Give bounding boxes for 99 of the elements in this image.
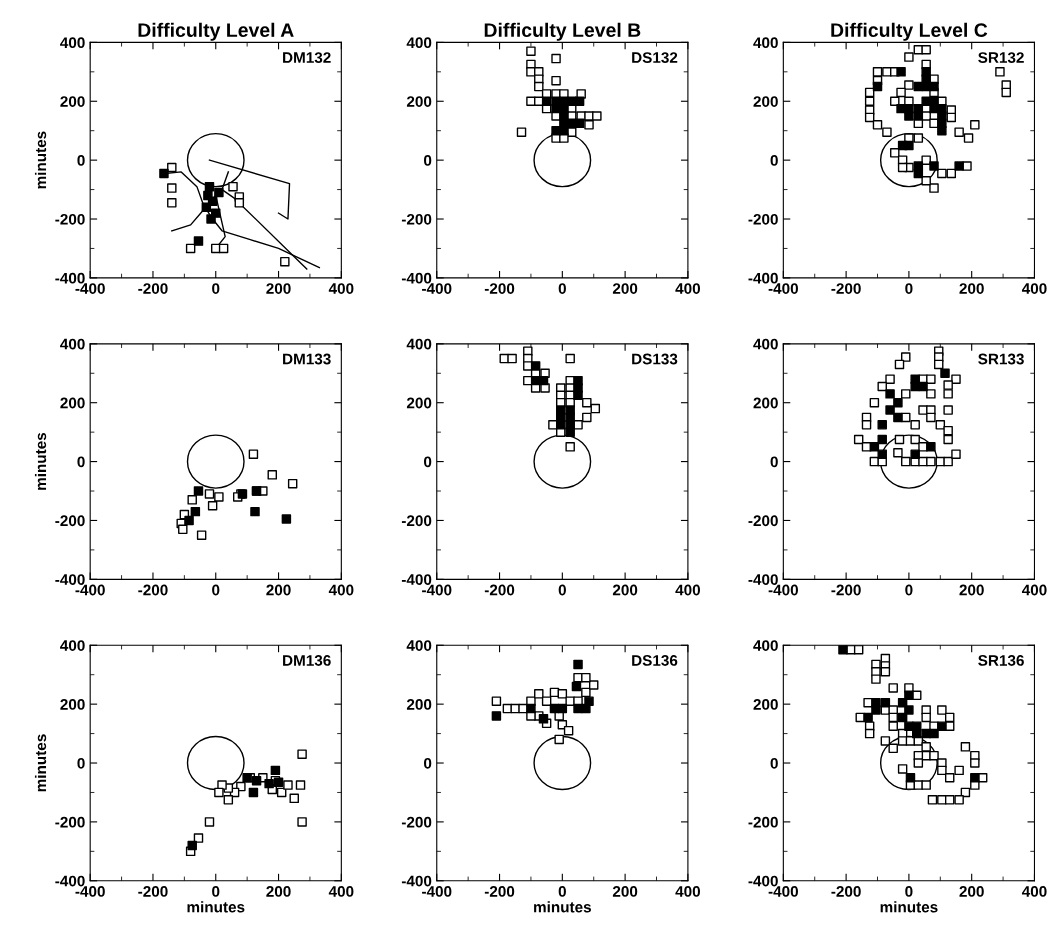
y-tick-label: 200 xyxy=(60,699,85,710)
x-tick-label: 400 xyxy=(675,886,701,897)
y-tick-label: 400 xyxy=(753,640,778,651)
y-tick-label: -400 xyxy=(748,574,778,586)
y-axis-title: minutes xyxy=(34,131,47,189)
x-axis-title: minutes xyxy=(880,901,938,913)
y-tick-label: -400 xyxy=(55,272,85,284)
annotation: DM136 xyxy=(283,655,331,666)
x-tick-label: 0 xyxy=(558,584,566,596)
x-tick-label: 0 xyxy=(905,584,913,596)
y-tick-label: 0 xyxy=(424,757,432,769)
y-axis-title: minutes xyxy=(34,734,47,792)
y-tick-label: -200 xyxy=(748,213,778,225)
y-tick-label: 0 xyxy=(424,456,432,468)
y-tick-label: 0 xyxy=(770,757,778,769)
annotation: DS132 xyxy=(632,52,678,63)
x-tick-label: 0 xyxy=(905,886,913,897)
y-tick-label: 0 xyxy=(77,757,85,769)
annotation: DS133 xyxy=(632,353,678,365)
y-tick-label: 0 xyxy=(77,155,85,166)
y-tick-label: -200 xyxy=(748,816,778,828)
y-tick-label: 400 xyxy=(60,338,85,350)
chart-title: Difficulty Level A xyxy=(138,22,294,41)
x-tick-label: 400 xyxy=(328,283,354,294)
y-tick-label: -400 xyxy=(401,875,432,887)
x-tick-label: 400 xyxy=(675,584,701,596)
y-tick-label: 200 xyxy=(406,397,432,409)
x-tick-label: -200 xyxy=(484,886,515,897)
x-tick-label: -200 xyxy=(138,283,168,294)
annotation: SR132 xyxy=(978,52,1024,63)
x-tick-label: 0 xyxy=(212,584,220,596)
x-tick-label: 0 xyxy=(212,283,220,294)
y-tick-label: -400 xyxy=(401,574,432,586)
y-tick-label: -400 xyxy=(55,574,85,586)
chart-title: Difficulty Level B xyxy=(484,22,641,41)
y-axis-title: minutes xyxy=(34,432,47,490)
x-tick-label: 0 xyxy=(212,886,220,897)
x-tick-label: 400 xyxy=(675,283,701,294)
x-tick-label: 400 xyxy=(328,584,354,596)
y-tick-label: -200 xyxy=(55,515,85,527)
y-tick-label: 0 xyxy=(77,456,85,468)
x-tick-label: 200 xyxy=(266,584,291,596)
x-tick-label: -200 xyxy=(484,283,515,294)
y-tick-label: 200 xyxy=(60,397,85,409)
y-tick-label: -200 xyxy=(401,515,432,527)
y-tick-label: -400 xyxy=(748,875,778,887)
y-tick-label: 0 xyxy=(424,155,432,166)
y-tick-label: 400 xyxy=(406,37,432,49)
y-tick-label: -200 xyxy=(55,816,85,828)
y-tick-label: 400 xyxy=(60,37,85,49)
x-tick-label: 400 xyxy=(1021,584,1047,596)
x-tick-label: -200 xyxy=(138,886,168,897)
y-tick-label: 0 xyxy=(770,155,778,166)
x-tick-label: -200 xyxy=(831,283,861,294)
x-tick-label: 400 xyxy=(1021,283,1047,294)
x-tick-label: 0 xyxy=(558,283,566,294)
y-tick-label: -400 xyxy=(401,272,432,284)
x-tick-label: 200 xyxy=(959,283,984,294)
x-axis-title: minutes xyxy=(187,901,245,913)
y-tick-label: 0 xyxy=(770,456,778,468)
x-tick-label: 200 xyxy=(959,584,984,596)
x-tick-label: -200 xyxy=(831,886,861,897)
chart-title: Difficulty Level C xyxy=(831,22,988,41)
annotation: SR136 xyxy=(978,655,1024,666)
x-tick-label: -200 xyxy=(484,584,515,596)
y-tick-label: -400 xyxy=(748,272,778,284)
x-tick-label: 200 xyxy=(266,283,291,294)
x-tick-label: 200 xyxy=(266,886,291,897)
x-tick-label: 200 xyxy=(612,584,638,596)
x-tick-label: 200 xyxy=(612,283,638,294)
x-tick-label: -200 xyxy=(138,584,168,596)
y-tick-label: -400 xyxy=(55,875,85,887)
x-tick-label: 200 xyxy=(959,886,984,897)
y-tick-label: 200 xyxy=(406,699,432,710)
x-tick-label: 200 xyxy=(612,886,638,897)
x-tick-label: 400 xyxy=(1021,886,1047,897)
x-tick-label: 0 xyxy=(558,886,566,897)
x-axis-title: minutes xyxy=(534,901,591,913)
y-tick-label: 400 xyxy=(406,338,432,350)
y-tick-label: 200 xyxy=(753,397,778,409)
annotation: SR133 xyxy=(978,353,1024,365)
x-tick-label: 0 xyxy=(905,283,913,294)
y-tick-label: -200 xyxy=(401,816,432,828)
y-tick-label: 400 xyxy=(60,640,85,651)
y-tick-label: 200 xyxy=(753,699,778,710)
y-tick-label: 200 xyxy=(753,96,778,107)
y-tick-label: 400 xyxy=(753,338,778,350)
x-tick-label: -200 xyxy=(831,584,861,596)
annotation: DM132 xyxy=(283,52,331,63)
y-tick-label: -200 xyxy=(748,515,778,527)
y-tick-label: 400 xyxy=(753,37,778,49)
y-tick-label: 200 xyxy=(60,96,85,107)
y-tick-label: 400 xyxy=(406,640,432,651)
y-tick-label: -200 xyxy=(55,213,85,225)
y-tick-label: 200 xyxy=(406,96,432,107)
x-tick-label: 400 xyxy=(328,886,354,897)
annotation: DS136 xyxy=(632,655,678,666)
y-tick-label: -200 xyxy=(401,213,432,225)
annotation: DM133 xyxy=(283,353,331,365)
